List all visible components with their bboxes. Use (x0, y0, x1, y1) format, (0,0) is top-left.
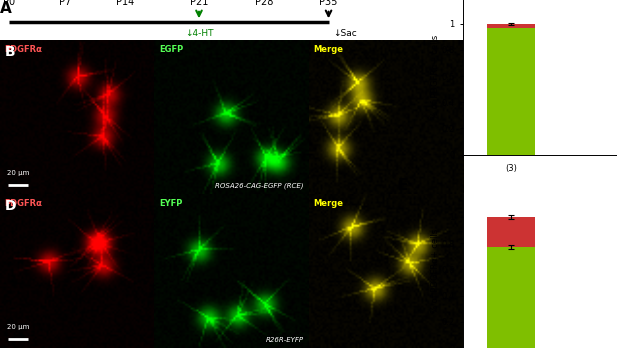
Bar (487, 217, 536, 247)
Text: P14: P14 (116, 0, 134, 7)
Y-axis label: % of PDGFRα+ cells: % of PDGFRα+ cells (431, 229, 440, 313)
Text: D: D (4, 199, 16, 213)
Text: A: A (0, 1, 12, 16)
Text: PDGFRα: PDGFRα (4, 199, 43, 208)
Text: R26R-EYFP: R26R-EYFP (266, 337, 304, 343)
Text: P35: P35 (320, 0, 337, 7)
Text: P0: P0 (3, 0, 15, 7)
Bar (487, 24, 536, 27)
Text: E: E (398, 178, 408, 193)
Text: (3): (3) (505, 164, 517, 173)
Text: Merge: Merge (313, 199, 343, 208)
Text: ROSA26-CAG-EGFP (RCE): ROSA26-CAG-EGFP (RCE) (215, 183, 304, 189)
Bar (487, 27, 536, 155)
Text: 20 μm: 20 μm (7, 324, 29, 330)
Text: P21: P21 (190, 0, 208, 7)
Y-axis label: % of PDGFRα+ cells: % of PDGFRα+ cells (431, 35, 440, 119)
Text: P28: P28 (255, 0, 273, 7)
Bar (487, 247, 536, 348)
Text: ↓Sac: ↓Sac (333, 29, 357, 38)
Text: ↓4-HT: ↓4-HT (184, 29, 213, 38)
Text: EGFP: EGFP (159, 45, 183, 54)
Text: EYFP: EYFP (159, 199, 182, 208)
Text: P7: P7 (59, 0, 71, 7)
Text: Merge: Merge (313, 45, 343, 54)
Text: 20 μm: 20 μm (7, 169, 29, 175)
Text: B: B (4, 45, 15, 59)
Text: PDGFRα: PDGFRα (4, 45, 43, 54)
